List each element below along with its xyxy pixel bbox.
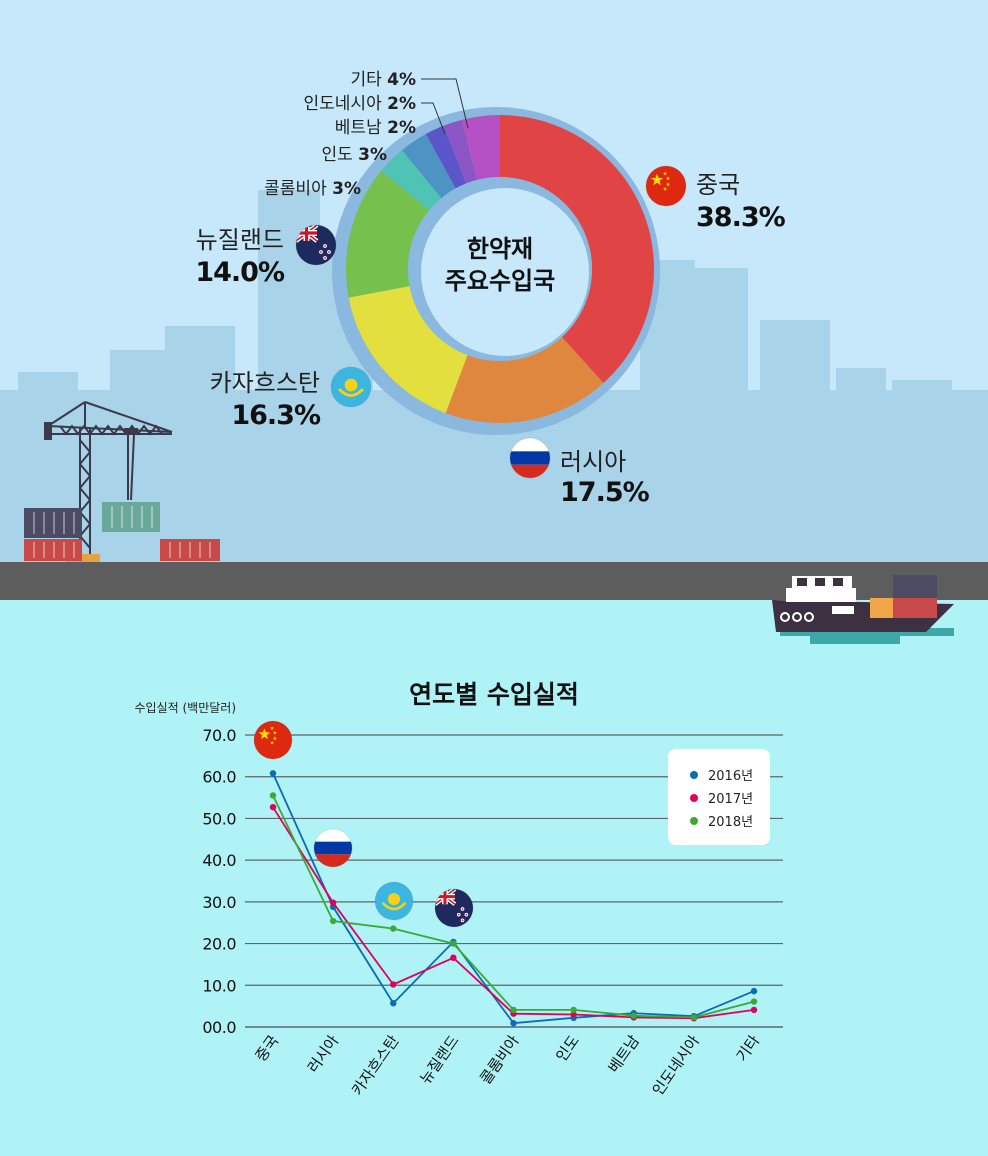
flag-icons — [295, 165, 687, 479]
donut-label-1: 러시아 — [560, 448, 626, 476]
series-1-point-2 — [390, 981, 397, 988]
donut-slice-3 — [346, 170, 430, 298]
donut-russia-flag-icon-1 — [509, 437, 551, 479]
crane-base — [66, 554, 100, 562]
line-chart-ylabel: 수입실적 (백만달러) — [135, 701, 237, 715]
donut-label-8: 기타 4% — [350, 70, 416, 90]
series-2-point-6 — [630, 1012, 637, 1019]
donut-slice-8 — [461, 115, 500, 180]
line-russia-flag-icon-1 — [313, 828, 353, 868]
line-new-zealand-flag-icon-3 — [434, 888, 474, 928]
donut-slice-6 — [425, 125, 467, 189]
line-chart-legend: 2016년 2017년 2018년 — [668, 749, 770, 845]
line-chart-title: 연도별 수입실적 — [409, 680, 579, 709]
donut-label-4: 콜롬비아 3% — [264, 179, 361, 199]
y-tick-label-5: 50.0 — [202, 809, 236, 828]
series-0-point-2 — [390, 1000, 397, 1007]
donut-value-3: 14.0% — [195, 257, 285, 288]
donut-label-7: 인도네시아 2% — [304, 94, 416, 114]
donut-label-3: 뉴질랜드 — [196, 226, 284, 254]
y-tick-label-2: 20.0 — [202, 935, 236, 954]
donut-value-0: 38.3% — [696, 202, 786, 233]
series-2-point-5 — [570, 1006, 577, 1014]
y-tick-label-0: 00.0 — [202, 1018, 236, 1037]
y-tick-label-6: 60.0 — [202, 768, 236, 787]
series-0-point-8 — [750, 987, 758, 995]
ship-illustration — [772, 575, 954, 644]
donut-slice-0 — [500, 115, 654, 383]
series-2-point-7 — [690, 1014, 698, 1021]
donut-center-label-1: 한약재 — [467, 235, 533, 263]
donut-label-5: 인도 3% — [321, 145, 387, 165]
y-tick-label-1: 10.0 — [202, 976, 236, 995]
donut-hole — [421, 188, 589, 356]
donut-slice-5 — [401, 134, 456, 199]
series-0-point-4 — [510, 1020, 517, 1027]
donut-kazakhstan-flag-icon-2 — [330, 366, 372, 408]
series-2-point-3 — [450, 940, 457, 947]
leader-line-indonesia — [421, 102, 446, 135]
donut-label-2: 카자흐스탄 — [210, 369, 320, 397]
crane-trolley — [124, 428, 138, 434]
leader-line-etc — [421, 78, 469, 129]
donut-slice-7 — [443, 119, 478, 184]
legend-marker-0 — [690, 771, 698, 779]
containers — [24, 502, 220, 561]
y-tick-label-7: 70.0 — [202, 726, 236, 745]
series-1-point-5 — [570, 1011, 577, 1018]
series-2-point-1 — [329, 917, 337, 925]
donut-value-1: 17.5% — [560, 477, 650, 508]
donut-label-0: 중국 — [696, 171, 740, 199]
donut-china-flag-icon-0 — [645, 165, 687, 207]
series-1-point-8 — [750, 1006, 758, 1014]
series-0-point-0 — [269, 770, 277, 777]
donut-center-label-2: 주요수입국 — [445, 267, 555, 295]
donut-new-zealand-flag-icon-3 — [295, 224, 337, 266]
series-1-point-0 — [269, 803, 277, 811]
crane-weight — [44, 422, 52, 440]
y-tick-label-4: 40.0 — [202, 851, 236, 870]
line-china-flag-icon-0 — [253, 720, 293, 760]
line-kazakhstan-flag-icon-2 — [374, 881, 414, 921]
legend-label-1: 2017년 — [708, 792, 753, 807]
donut-value-2: 16.3% — [231, 400, 321, 431]
y-tick-label-3: 30.0 — [202, 893, 236, 912]
legend-marker-2 — [690, 817, 698, 825]
donut-slice-1 — [445, 337, 604, 423]
series-1-point-1 — [329, 899, 337, 906]
donut-slice-2 — [348, 286, 468, 414]
series-2-point-8 — [750, 998, 758, 1005]
series-1-point-3 — [450, 954, 457, 961]
series-2-point-4 — [510, 1006, 517, 1014]
legend-label-0: 2016년 — [708, 769, 753, 784]
legend-label-2: 2018년 — [708, 815, 753, 830]
legend-marker-1 — [690, 794, 698, 802]
donut-label-6: 베트남 2% — [335, 118, 416, 138]
lower-background — [0, 600, 988, 1156]
donut-slice-4 — [381, 150, 442, 211]
crane-illustration — [47, 401, 173, 558]
series-2-point-2 — [390, 925, 397, 932]
series-2-point-0 — [269, 792, 277, 799]
